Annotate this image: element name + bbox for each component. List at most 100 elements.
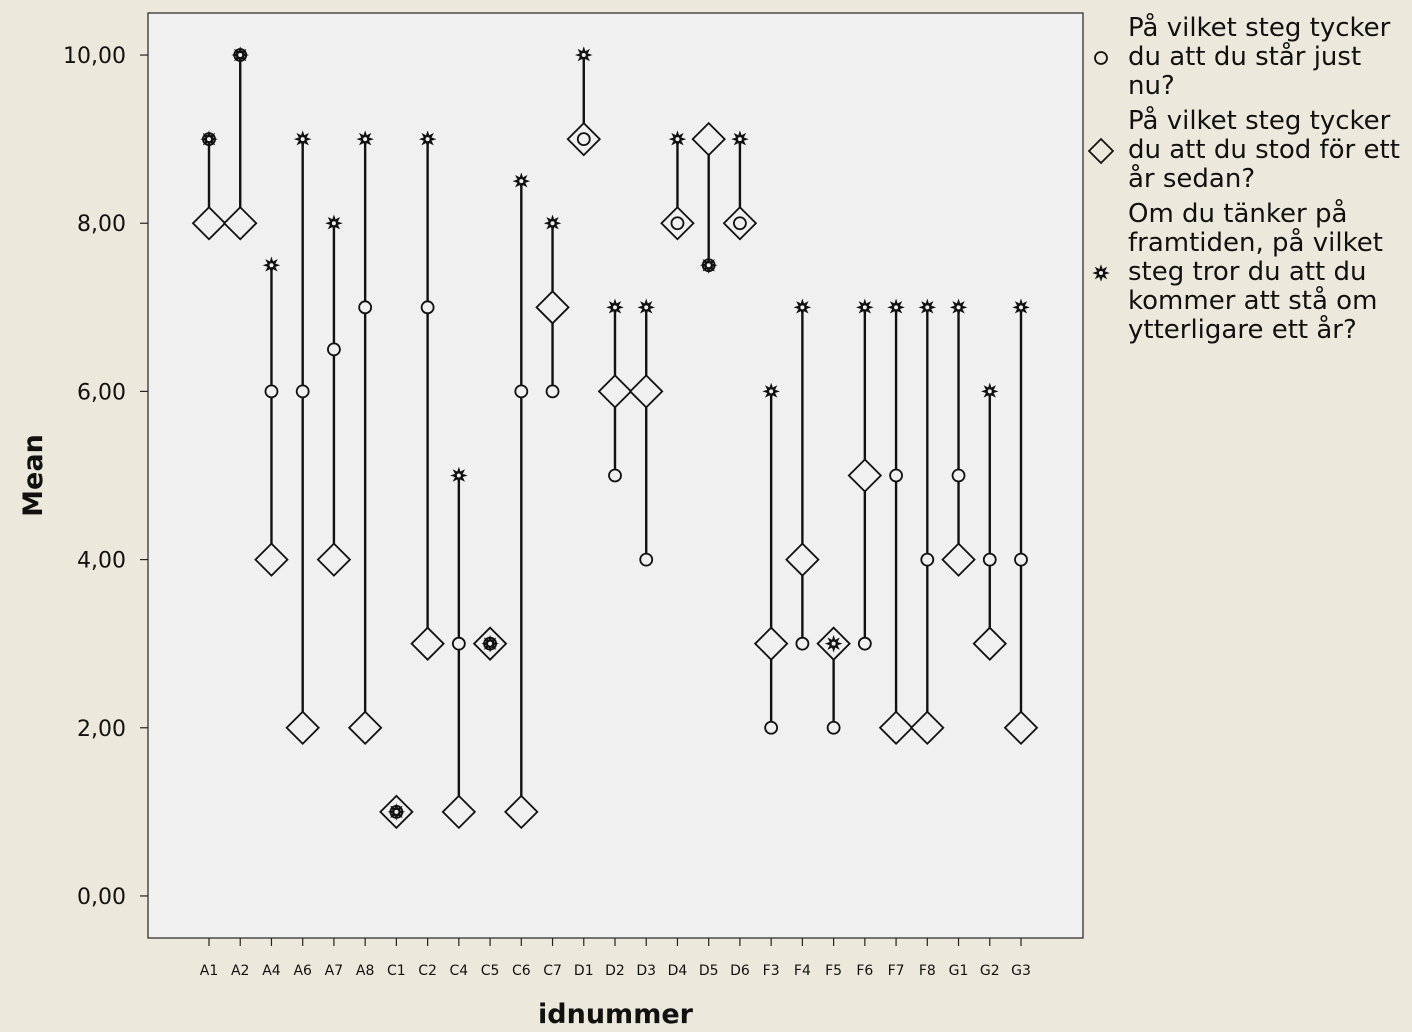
point-star <box>731 130 749 148</box>
point-star <box>856 298 874 317</box>
point-circle <box>733 216 747 231</box>
point-diamond <box>753 626 789 661</box>
x-tick-label: D5 <box>699 963 719 979</box>
point-diamond <box>691 121 726 157</box>
point-diamond <box>347 710 383 746</box>
point-diamond <box>785 542 820 577</box>
x-tick-label: C6 <box>512 963 531 979</box>
point-star <box>793 298 812 317</box>
x-tick-label: A7 <box>325 963 343 979</box>
point-circle <box>295 384 310 399</box>
point-diamond <box>254 542 289 577</box>
point-diamond <box>222 205 258 241</box>
point-diamond <box>628 374 664 409</box>
x-tick-label: F6 <box>856 963 873 979</box>
x-tick-label: C4 <box>450 963 469 979</box>
point-circle <box>795 636 810 651</box>
point-circle <box>264 384 279 399</box>
point-star <box>949 298 968 317</box>
legend-label-year-ago: På vilket steg tycker du att du stod för… <box>1128 106 1400 194</box>
point-star <box>325 214 343 233</box>
point-circle <box>514 384 529 399</box>
point-star <box>1012 298 1030 317</box>
x-tick-label: D1 <box>574 963 594 979</box>
x-tick-label: D2 <box>605 963 625 979</box>
point-star <box>356 130 374 148</box>
point-diamond <box>597 374 633 409</box>
point-star <box>637 298 656 317</box>
point-diamond <box>1003 710 1039 746</box>
x-tick-label: F8 <box>919 963 936 979</box>
y-tick-label: 0,00 <box>77 885 126 910</box>
x-tick-label: D4 <box>668 963 688 979</box>
point-diamond <box>410 626 445 661</box>
point-star <box>980 382 999 401</box>
y-tick-label: 4,00 <box>77 549 126 574</box>
x-tick-label: F7 <box>888 963 905 979</box>
x-tick-label: A2 <box>231 963 249 979</box>
point-star <box>293 130 312 148</box>
point-circle <box>670 216 685 231</box>
x-tick-label: A6 <box>293 963 312 979</box>
point-circle <box>951 468 966 483</box>
point-diamond <box>285 710 320 746</box>
point-circle <box>576 132 591 147</box>
point-star <box>481 634 499 653</box>
x-tick-label: A8 <box>356 963 374 979</box>
point-diamond <box>316 542 352 577</box>
x-tick-label: A4 <box>262 963 281 979</box>
point-diamond <box>878 710 914 746</box>
legend-item-now: På vilket steg tycker du att du står jus… <box>1088 14 1410 101</box>
legend: På vilket steg tycker du att du står jus… <box>1088 14 1410 351</box>
point-circle <box>920 552 935 567</box>
point-circle <box>639 552 654 567</box>
point-diamond <box>972 626 1008 661</box>
point-circle <box>358 300 373 315</box>
legend-label-future: Om du tänker på framtiden, på vilket ste… <box>1128 199 1383 345</box>
star-marker-icon <box>1092 263 1110 282</box>
point-diamond <box>910 710 945 746</box>
x-tick-label: F4 <box>794 963 811 979</box>
x-tick-label: C5 <box>481 963 500 979</box>
point-circle <box>608 468 622 483</box>
point-star <box>543 214 562 233</box>
point-circle <box>545 384 560 399</box>
legend-item-year-ago: På vilket steg tycker du att du stod för… <box>1088 107 1410 194</box>
point-circle <box>327 342 341 357</box>
legend-label-now: På vilket steg tycker du att du står jus… <box>1128 13 1391 101</box>
point-star <box>887 298 905 317</box>
point-star <box>418 130 437 148</box>
point-circle <box>764 720 779 735</box>
point-star <box>200 130 218 148</box>
point-circle <box>451 636 466 651</box>
point-star <box>762 382 780 401</box>
point-circle <box>889 468 903 483</box>
point-circle <box>826 720 841 735</box>
point-circle <box>1014 552 1028 567</box>
y-tick-label: 10,00 <box>63 44 126 69</box>
point-diamond <box>535 290 570 325</box>
point-star <box>699 256 718 275</box>
point-diamond <box>191 205 227 241</box>
x-tick-label: F3 <box>763 963 780 979</box>
x-tick-label: C2 <box>418 963 437 979</box>
point-star <box>450 466 468 485</box>
x-tick-label: C7 <box>543 963 562 979</box>
point-circle <box>982 552 997 567</box>
point-star <box>824 634 843 653</box>
point-star <box>512 172 531 190</box>
diamond-marker-icon <box>1088 137 1114 164</box>
x-tick-label: G3 <box>1011 963 1031 979</box>
y-tick-label: 8,00 <box>77 212 126 237</box>
point-diamond <box>941 542 976 577</box>
point-star <box>574 46 593 64</box>
circle-marker-icon <box>1094 50 1108 65</box>
point-circle <box>857 636 872 651</box>
point-diamond <box>441 794 477 830</box>
legend-star-shape <box>1092 263 1110 282</box>
point-star <box>231 46 250 64</box>
point-diamond <box>504 794 539 830</box>
point-diamond <box>847 458 883 493</box>
